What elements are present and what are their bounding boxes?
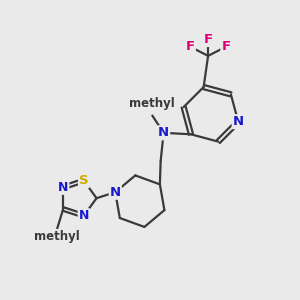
Text: N: N bbox=[232, 115, 244, 128]
Text: S: S bbox=[79, 174, 88, 187]
Text: F: F bbox=[221, 40, 230, 52]
Text: N: N bbox=[158, 126, 169, 139]
Text: N: N bbox=[110, 186, 121, 199]
Text: methyl: methyl bbox=[34, 230, 80, 243]
Text: methyl: methyl bbox=[130, 97, 175, 110]
Text: N: N bbox=[79, 209, 89, 222]
Text: F: F bbox=[186, 40, 195, 52]
Text: N: N bbox=[58, 181, 68, 194]
Text: F: F bbox=[203, 33, 213, 46]
